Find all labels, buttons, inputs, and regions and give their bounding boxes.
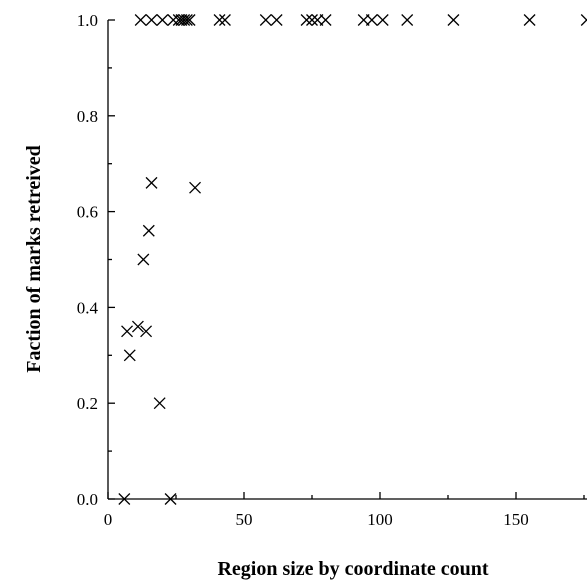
y-tick-label: 0.8 — [77, 107, 98, 126]
data-points — [118, 14, 587, 505]
data-point — [580, 14, 587, 26]
data-point — [523, 14, 536, 26]
data-point — [376, 14, 389, 26]
data-point — [213, 14, 226, 26]
y-tick-label: 0.0 — [77, 490, 98, 509]
ticks — [107, 19, 585, 500]
data-point — [142, 224, 155, 237]
y-tick-label: 0.2 — [77, 394, 98, 413]
data-point — [183, 14, 196, 26]
data-point — [365, 14, 378, 26]
data-point — [145, 14, 158, 26]
data-point — [153, 397, 166, 410]
x-tick-label: 100 — [367, 510, 393, 529]
x-tick-label: 50 — [236, 510, 253, 529]
data-point — [121, 325, 133, 338]
data-point — [319, 14, 332, 26]
x-axis-title: Region size by coordinate count — [217, 558, 488, 580]
data-point — [164, 493, 177, 505]
data-point — [134, 14, 147, 26]
data-point — [178, 14, 191, 26]
y-tick-label: 0.4 — [77, 298, 99, 317]
data-point — [401, 14, 414, 26]
data-point — [259, 14, 272, 26]
tick-labels: 0.0 0.2 0.4 0.6 0.8 1.0 0 50 100 150 — [77, 11, 529, 529]
data-point — [156, 14, 169, 26]
data-point — [219, 14, 231, 26]
y-axis-title: Faction of marks retreived — [23, 145, 45, 373]
data-point — [270, 14, 283, 26]
y-tick-label: 0.6 — [77, 203, 98, 222]
data-point — [300, 14, 313, 26]
x-tick-label: 150 — [503, 510, 529, 529]
data-point — [123, 349, 136, 362]
data-point — [180, 14, 193, 26]
axes — [107, 20, 587, 500]
data-point — [189, 181, 201, 194]
data-point — [306, 14, 318, 26]
data-point — [447, 14, 460, 26]
data-point — [145, 176, 158, 189]
data-point — [140, 325, 153, 338]
data-point — [137, 253, 150, 266]
data-point — [131, 320, 144, 333]
y-tick-label: 1.0 — [77, 11, 98, 30]
data-point — [118, 493, 131, 505]
x-tick-label: 0 — [104, 510, 113, 529]
